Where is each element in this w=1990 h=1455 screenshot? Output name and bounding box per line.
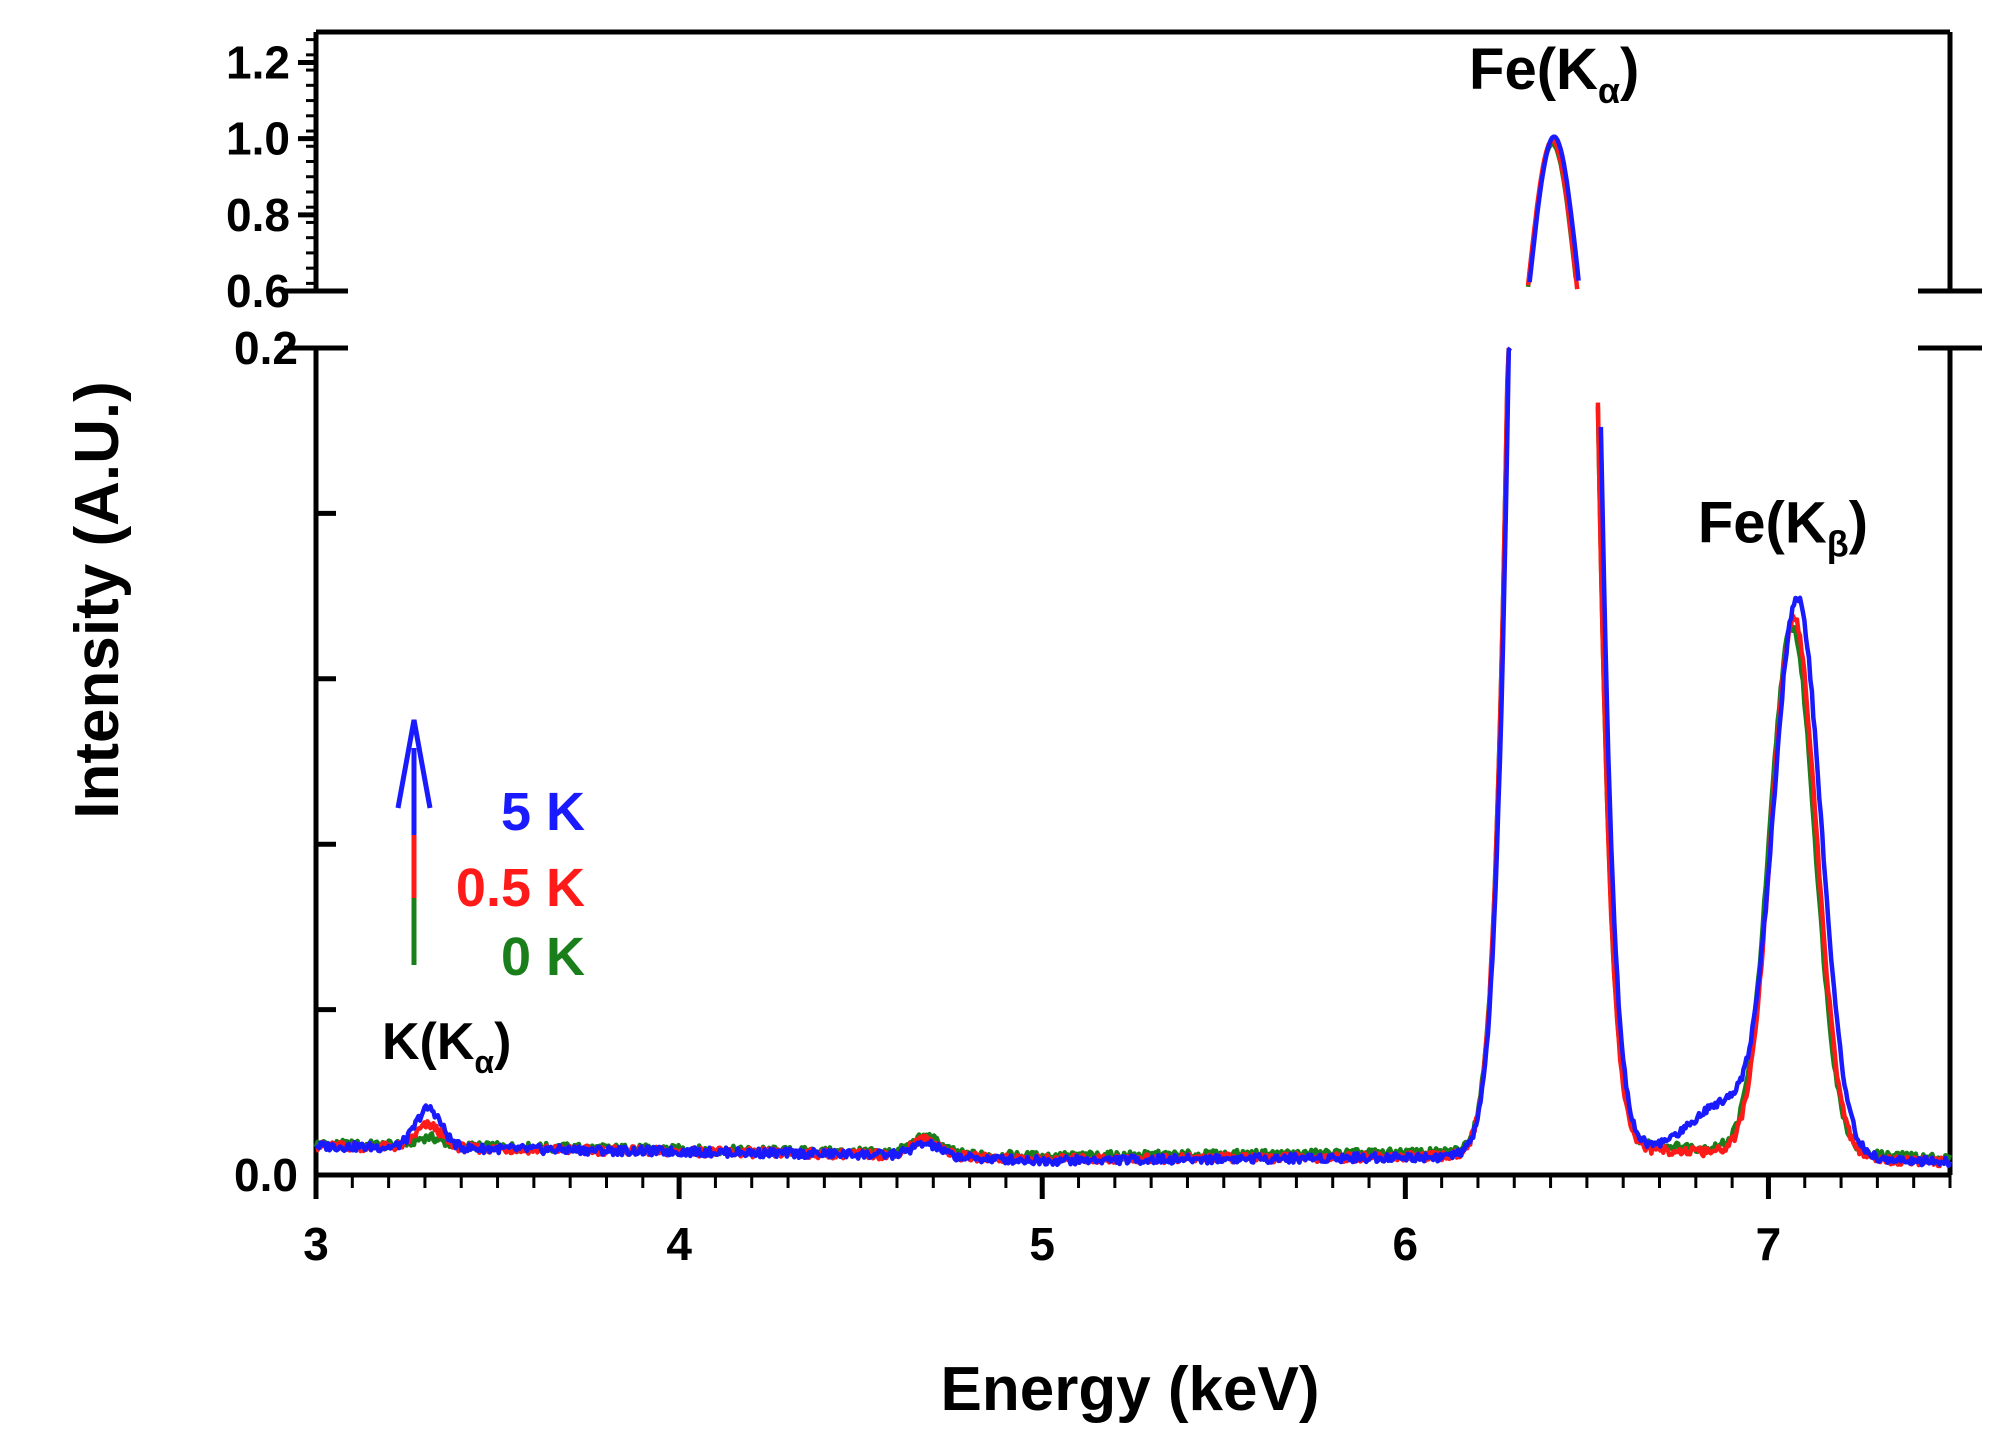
series-layer xyxy=(313,134,1953,1169)
peak-label-close: ) xyxy=(1849,490,1868,555)
x-tick-label: 4 xyxy=(666,1218,692,1270)
series-line-0-k-lower xyxy=(313,347,1953,1165)
legend-entry-label: 0 K xyxy=(501,927,585,987)
series-line-0-5-k-lower xyxy=(315,347,1952,1169)
legend: 5 K 0.5 K 0 K xyxy=(395,719,585,987)
series-line-5-k-lower xyxy=(314,346,1953,1169)
x-tick-label: 3 xyxy=(303,1218,329,1270)
annotation-layer: K(Kα)Fe(Kα)Fe(Kβ) xyxy=(382,37,1868,1080)
x-tick-label: 5 xyxy=(1029,1218,1055,1270)
ticks-layer: 3 4 5 6 7 0.0 0.20.6 0.8 1.0 1.2 xyxy=(226,36,1952,1270)
peak-label-fe-ka: Fe(Kα) xyxy=(1469,37,1639,111)
peak-label-base: Fe(K xyxy=(1698,490,1827,555)
peak-label-k-ka: K(Kα) xyxy=(382,1013,511,1080)
y-tick-label: 0.0 xyxy=(234,1149,298,1201)
peak-label-close: ) xyxy=(494,1013,511,1071)
plot-frame xyxy=(284,29,1982,1178)
y-tick-label: 1.0 xyxy=(226,113,290,165)
peak-label-base: Fe(K xyxy=(1469,37,1598,102)
x-tick-label: 6 xyxy=(1393,1218,1419,1270)
peak-label-fe-kb: Fe(Kβ) xyxy=(1698,490,1868,564)
y-tick-label: 0.8 xyxy=(226,189,290,241)
legend-entry-label: 5 K xyxy=(501,782,585,842)
y-tick-label: 1.2 xyxy=(226,36,290,88)
x-axis-title: Energy (keV) xyxy=(940,1355,1319,1424)
peak-label-close: ) xyxy=(1620,37,1639,102)
peak-label-subscript: β xyxy=(1827,523,1849,564)
y-axis-title: Intensity (A.U.) xyxy=(63,381,132,818)
x-tick-label: 7 xyxy=(1756,1218,1782,1270)
legend-entry-label: 0.5 K xyxy=(456,858,585,918)
peak-label-subscript: α xyxy=(474,1044,494,1080)
y-tick-label: 0.6 xyxy=(226,265,290,317)
peak-label-subscript: α xyxy=(1598,70,1620,111)
peak-label-base: K(K xyxy=(382,1013,475,1071)
y-tick-label: 0.2 xyxy=(234,322,298,374)
legend-arrow-head xyxy=(395,719,433,809)
series-line-5-k-upper xyxy=(1527,134,1581,283)
